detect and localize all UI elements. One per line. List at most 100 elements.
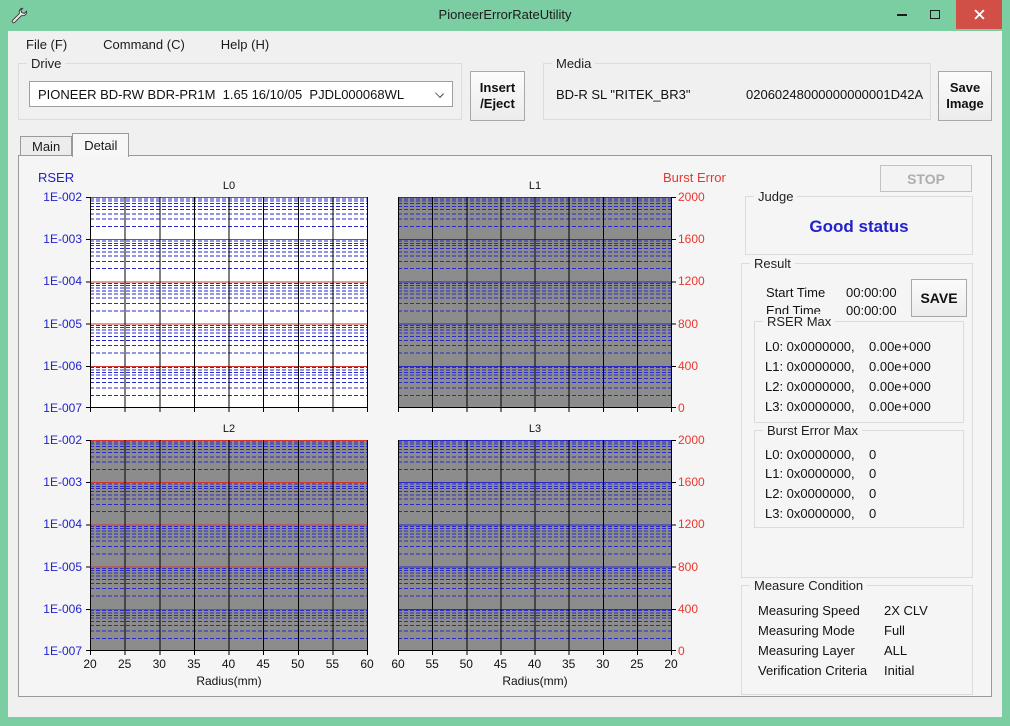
x-axis-tick-label: 25 xyxy=(630,657,644,671)
burst-max-l3-value: 0 xyxy=(869,506,877,521)
rser-max-groupbox: RSER Max L0: 0x0000000, 0.00e+000 L1: 0x0… xyxy=(754,314,964,423)
start-time-label: Start Time xyxy=(766,285,826,300)
x-axis-title: Radius(mm) xyxy=(196,674,262,688)
result-label: Result xyxy=(750,256,795,271)
burst-max-l0-label: L0: 0x0000000, xyxy=(765,447,855,462)
burst-axis-tick-label: 1200 xyxy=(678,517,705,532)
burst-max-row-l0: L0: 0x0000000, 0 xyxy=(765,447,957,462)
menu-command[interactable]: Command (C) xyxy=(103,37,185,52)
measure-condition-label: Measure Condition xyxy=(750,578,868,593)
burst-max-l1-label: L1: 0x0000000, xyxy=(765,466,855,481)
chart-l1: L1 xyxy=(398,180,676,412)
end-time-value: 00:00:00 xyxy=(846,303,897,318)
burst-error-max-label: Burst Error Max xyxy=(763,423,863,438)
result-groupbox: Result Start Time 00:00:00 End Time 00:0… xyxy=(741,256,973,578)
burst-max-row-l3: L3: 0x0000000, 0 xyxy=(765,506,957,521)
burst-max-row-l1: L1: 0x0000000, 0 xyxy=(765,466,957,481)
client-area: File (F) Command (C) Help (H) Drive PION… xyxy=(8,31,1002,717)
x-axis-tick-label: 25 xyxy=(117,657,132,671)
maximize-button[interactable] xyxy=(920,0,950,29)
rser-max-l0-label: L0: 0x0000000, xyxy=(765,339,855,354)
save-image-label-line2: Image xyxy=(946,96,984,111)
chevron-down-icon xyxy=(435,89,444,98)
judge-status: Good status xyxy=(809,217,909,236)
minimize-button[interactable] xyxy=(887,0,917,29)
rser-max-row-l1: L1: 0x0000000, 0.00e+000 xyxy=(765,359,957,374)
window-title: PioneerErrorRateUtility xyxy=(438,7,572,22)
menu-file[interactable]: File (F) xyxy=(26,37,68,52)
x-axis-tick-label: 30 xyxy=(152,657,166,671)
save-image-button[interactable]: Save Image xyxy=(938,71,992,121)
titlebar: PioneerErrorRateUtility xyxy=(0,0,1010,31)
y-axis-tick-label: 1E-002 xyxy=(43,433,82,447)
chart-title: L3 xyxy=(528,423,542,435)
chart-title: L1 xyxy=(528,180,542,192)
x-axis-tick-label: 35 xyxy=(187,657,201,671)
burst-axis-tick-label: 2000 xyxy=(678,433,705,447)
measuring-layer-value: ALL xyxy=(884,643,908,658)
y-axis-tick-label: 1E-005 xyxy=(43,559,82,574)
chart-l3: L3 xyxy=(398,423,676,655)
rser-max-row-l0: L0: 0x0000000, 0.00e+000 xyxy=(765,339,957,354)
measuring-speed-label: Measuring Speed xyxy=(758,603,860,618)
measuring-layer-row: Measuring Layer ALL xyxy=(758,643,966,658)
tab-main[interactable]: Main xyxy=(20,136,73,156)
rser-max-row-l2: L2: 0x0000000, 0.00e+000 xyxy=(765,379,957,394)
measure-condition-groupbox: Measure Condition Measuring Speed 2X CLV … xyxy=(741,578,973,695)
chart-grid xyxy=(86,197,368,412)
y-axis-tick-label: 1E-004 xyxy=(43,274,82,289)
x-axis-title: Radius(mm) xyxy=(502,674,568,688)
chart-l2: L2 xyxy=(86,423,368,655)
y-axis-tick-label: 1E-003 xyxy=(43,232,82,247)
menu-help[interactable]: Help (H) xyxy=(220,37,270,52)
rser-max-l3-value: 0.00e+000 xyxy=(869,399,931,414)
x-axis-tick-label: 45 xyxy=(493,657,508,671)
drive-label: Drive xyxy=(27,56,66,71)
burst-axis-tick-label: 800 xyxy=(678,316,699,331)
tabstrip: Main Detail xyxy=(20,133,130,157)
rser-max-l2-value: 0.00e+000 xyxy=(869,379,931,394)
x-axis-tick-label: 30 xyxy=(596,657,610,671)
burst-axis-tick-label: 400 xyxy=(678,601,699,616)
rser-max-l3-label: L3: 0x0000000, xyxy=(765,399,855,414)
insert-eject-label-line2: /Eject xyxy=(480,96,515,111)
close-button[interactable] xyxy=(956,0,1002,29)
x-axis-tick-label: 60 xyxy=(360,657,374,671)
burst-max-l0-value: 0 xyxy=(869,447,877,462)
media-type: BD-R SL "RITEK_BR3" xyxy=(556,87,691,102)
measuring-layer-label: Measuring Layer xyxy=(758,643,855,658)
burst-max-l2-value: 0 xyxy=(869,486,877,501)
burst-max-row-l2: L2: 0x0000000, 0 xyxy=(765,486,957,501)
media-label: Media xyxy=(552,56,596,71)
measuring-mode-label: Measuring Mode xyxy=(758,623,855,638)
measuring-speed-value: 2X CLV xyxy=(884,603,928,618)
close-icon xyxy=(973,9,985,20)
tab-detail[interactable]: Detail xyxy=(72,133,130,157)
x-axis-tick-label: 60 xyxy=(391,657,405,671)
x-axis-tick-label: 35 xyxy=(561,657,576,671)
stop-button: STOP xyxy=(880,165,972,192)
drive-select[interactable]: PIONEER BD-RW BDR-PR1M 1.65 16/10/05 PJD… xyxy=(29,81,453,107)
rser-max-l0-value: 0.00e+000 xyxy=(869,339,931,354)
drive-groupbox: Drive PIONEER BD-RW BDR-PR1M 1.65 16/10/… xyxy=(18,56,462,120)
burst-axis-tick-label: 1600 xyxy=(678,475,705,490)
media-id: 02060248000000000001D42A xyxy=(746,87,924,102)
save-image-label-line1: Save xyxy=(949,80,981,95)
x-axis-tick-label: 50 xyxy=(291,657,305,671)
x-axis-tick-label: 20 xyxy=(664,657,678,671)
rser-max-label: RSER Max xyxy=(763,314,836,329)
verification-criteria-value: Initial xyxy=(884,663,915,678)
verification-criteria-row: Verification Criteria Initial xyxy=(758,663,966,678)
x-axis-tick-label: 45 xyxy=(256,657,270,671)
rser-max-row-l3: L3: 0x0000000, 0.00e+000 xyxy=(765,399,957,414)
burst-axis-tick-label: 2000 xyxy=(678,190,705,204)
chart-title: L0 xyxy=(222,180,236,192)
burst-axis-tick-label: 1200 xyxy=(678,274,705,289)
x-axis-tick-label: 50 xyxy=(459,657,473,671)
x-axis-tick-label: 55 xyxy=(425,657,439,671)
y-axis-tick-label: 1E-006 xyxy=(43,601,82,616)
insert-eject-button[interactable]: Insert /Eject xyxy=(470,71,525,121)
save-button[interactable]: SAVE xyxy=(911,279,967,317)
burst-error-max-groupbox: Burst Error Max L0: 0x0000000, 0 L1: 0x00… xyxy=(754,423,964,528)
rser-axis-title: RSER xyxy=(38,170,75,185)
